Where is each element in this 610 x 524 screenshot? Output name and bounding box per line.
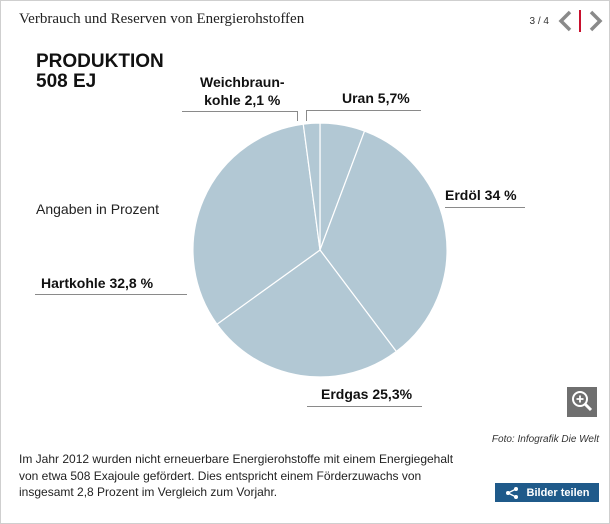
production-title-line2: 508 EJ: [36, 71, 97, 92]
previous-button[interactable]: [556, 9, 576, 33]
slice-label-erdoel: Erdöl 34 %: [445, 187, 517, 203]
share-icon: [505, 486, 518, 499]
leader-line-uran: [306, 110, 307, 121]
share-images-button[interactable]: Bilder teilen: [495, 483, 599, 502]
production-title-line1: PRODUKTION: [36, 51, 164, 72]
chevron-right-icon: [589, 10, 603, 32]
unit-note: Angaben in Prozent: [36, 201, 159, 217]
chevron-left-icon: [558, 10, 572, 32]
slice-label-weichbraunkohle-line1: Weichbraun-: [200, 74, 285, 90]
page-indicator: 3 / 4: [529, 16, 549, 27]
leader-line-hartkohle: [35, 294, 187, 295]
zoom-in-icon: [572, 391, 593, 412]
nav-separator: [579, 10, 581, 32]
pie-slice-weichbraunkohle: [302, 122, 321, 251]
share-button-label: Bilder teilen: [526, 486, 590, 499]
infographic: PRODUKTION 508 EJ Angaben in Prozent Ura…: [19, 43, 601, 431]
image-credit: Foto: Infografik Die Welt: [491, 434, 599, 445]
pie-chart: [192, 122, 448, 378]
leader-line-weichbraunkohle: [182, 111, 297, 112]
slice-label-erdgas: Erdgas 25,3%: [321, 386, 413, 402]
slice-label-uran: Uran 5,7%: [342, 90, 410, 106]
gallery-title: Verbrauch und Reserven von Energierohsto…: [19, 11, 305, 27]
slice-label-weichbraunkohle-line2: kohle 2,1 %: [204, 92, 281, 108]
slice-label-weichbraunkohle: Weichbraun- kohle 2,1 %: [200, 73, 285, 109]
production-title: PRODUKTION 508 EJ: [36, 52, 164, 92]
slice-label-hartkohle: Hartkohle 32,8 %: [41, 275, 154, 291]
leader-line-erdgas: [307, 406, 422, 407]
leader-line-weichbraunkohle-v: [297, 111, 298, 121]
pie-slice-erdgas: [216, 249, 398, 378]
zoom-button[interactable]: [567, 387, 597, 417]
leader-line-erdoel: [445, 207, 525, 208]
next-button[interactable]: [585, 9, 605, 33]
leader-line-uran-h: [306, 110, 421, 111]
pie-slice-hartkohle: [192, 123, 321, 326]
pie-slice-erdoel: [319, 130, 448, 353]
image-caption: Im Jahr 2012 wurden nicht erneuerbare En…: [19, 452, 454, 499]
